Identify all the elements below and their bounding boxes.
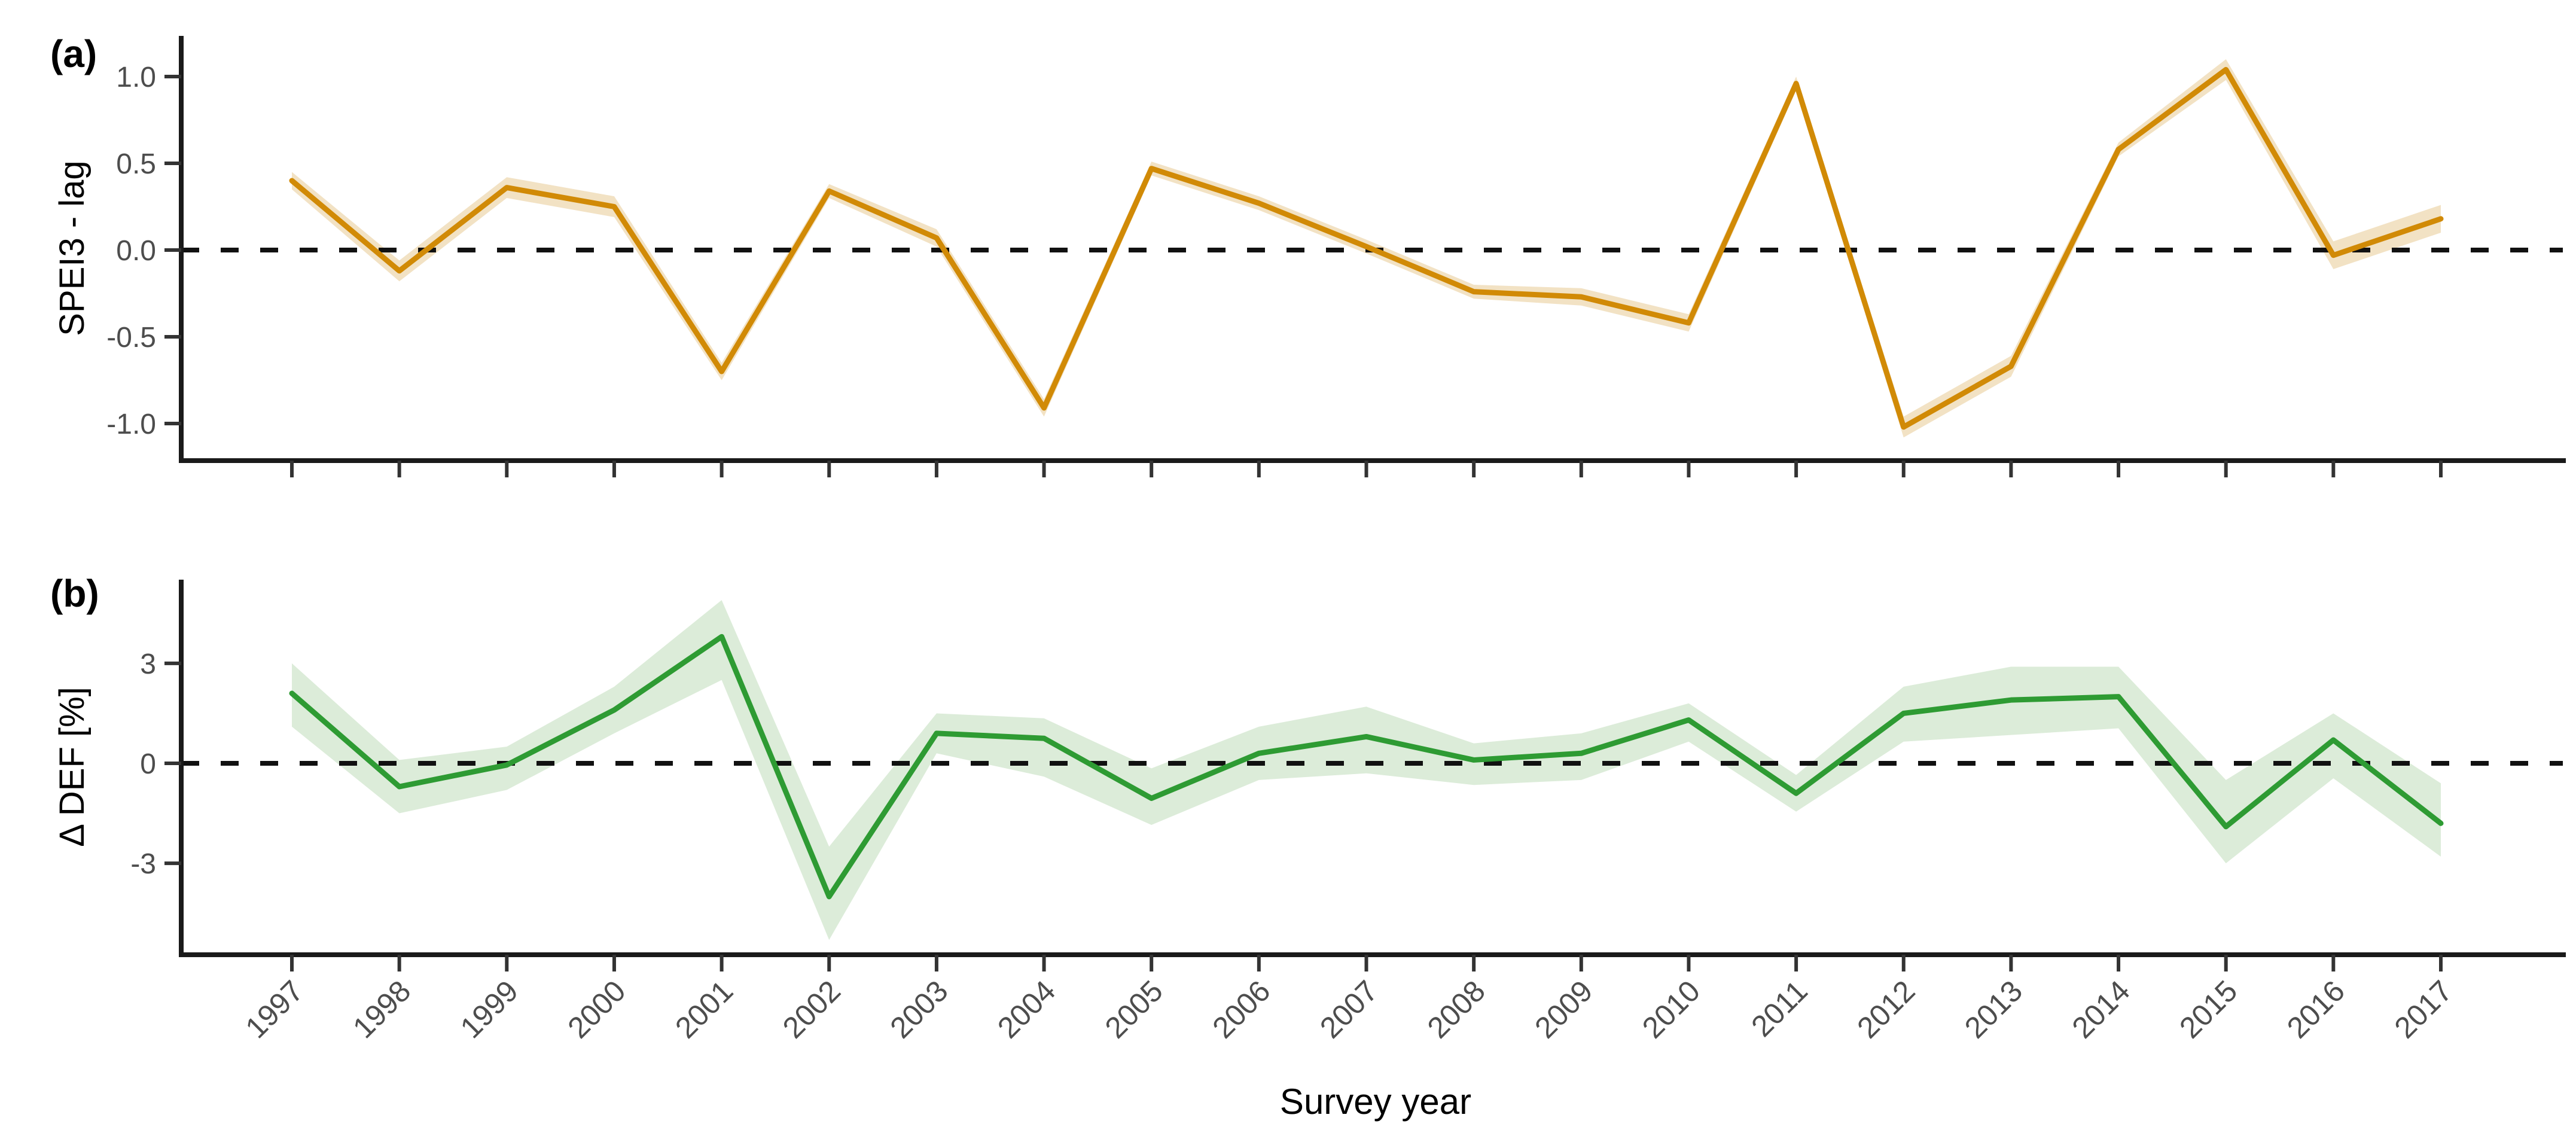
y-tick-label: 3 xyxy=(140,648,156,680)
y-tick-label: 0.0 xyxy=(116,235,156,267)
y-axis-title-a: SPEI3 - lag xyxy=(53,160,92,336)
y-tick-label: 0 xyxy=(140,748,156,780)
y-tick-label: 0.5 xyxy=(116,148,156,180)
panel-a-label: (a) xyxy=(50,32,97,75)
data-line xyxy=(289,66,2444,430)
panel-a: 1.0 0.5 0.0 -0.5 -1.0 (a) SPEI3 - lag xyxy=(50,32,2566,477)
y-tick-label: -1.0 xyxy=(106,409,156,440)
confidence-band xyxy=(292,600,2441,940)
x-axis-title: Survey year xyxy=(1280,1082,1471,1122)
panel-a-plot: 1.0 0.5 0.0 -0.5 -1.0 xyxy=(106,36,2566,477)
data-line xyxy=(289,634,2444,900)
y-tick-label: -0.5 xyxy=(106,322,156,354)
panel-b-label: (b) xyxy=(50,572,99,615)
y-axis-title-b: Δ DEF [%] xyxy=(53,687,92,847)
y-tick-label: -3 xyxy=(130,848,156,880)
y-tick-label: 1.0 xyxy=(116,62,156,93)
